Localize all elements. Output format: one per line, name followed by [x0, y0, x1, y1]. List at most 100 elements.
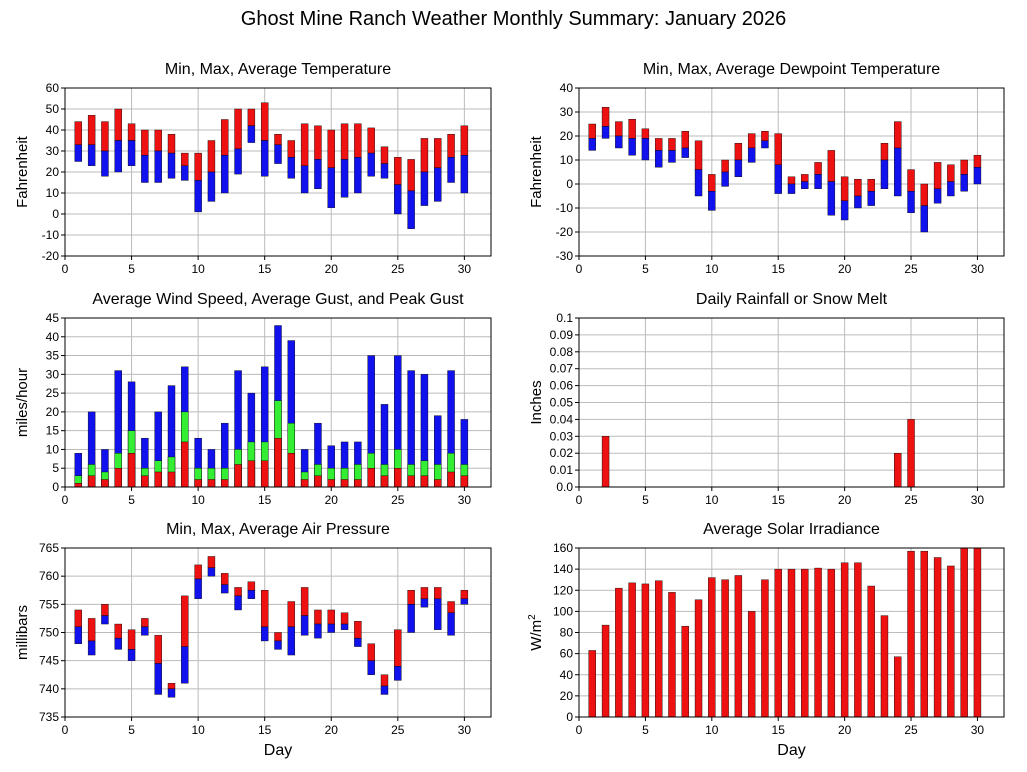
- bar-max-day-16: [274, 133, 282, 145]
- bar-max-day-18: [814, 162, 822, 175]
- y-tick-label: 30: [46, 144, 60, 158]
- bar-day-25: [907, 419, 915, 488]
- x-tick-label: 15: [258, 493, 272, 507]
- x-tick-label: 10: [705, 493, 719, 507]
- chart-title: Min, Max, Average Temperature: [165, 61, 391, 78]
- bar-max-day-27: [420, 138, 429, 173]
- bar-max-day-22: [867, 178, 875, 192]
- bar-max-day-24: [894, 121, 902, 149]
- bar-day-17: [801, 568, 809, 718]
- bar-min-day-11: [207, 567, 216, 577]
- bar-min-day-24: [380, 163, 389, 179]
- bar-day-30: [973, 547, 982, 718]
- y-tick-label: -10: [556, 201, 574, 215]
- x-tick-label: 10: [705, 262, 719, 276]
- y-tick-label: -20: [42, 249, 60, 263]
- bar-min-day-16: [274, 144, 282, 164]
- x-tick-label: 5: [128, 262, 135, 276]
- bar-min-day-28: [947, 181, 955, 197]
- bar-min-day-20: [840, 200, 849, 221]
- bar-min-day-22: [354, 157, 362, 194]
- bar-min-day-19: [314, 159, 322, 189]
- x-tick-label: 5: [642, 262, 649, 276]
- y-tick-label: 0: [566, 710, 573, 724]
- bar-max-day-12: [734, 142, 743, 161]
- bar-min-day-26: [407, 190, 415, 229]
- y-axis-label-text: millibars: [14, 605, 31, 660]
- y-tick-label: 120: [553, 583, 573, 597]
- x-tick-label: 30: [971, 723, 985, 737]
- bar-min-day-21: [340, 623, 349, 630]
- bar-max-day-24: [380, 146, 389, 164]
- y-axis-label: W/m2: [527, 614, 545, 651]
- bar-avg-wind-day-25: [394, 468, 402, 488]
- y-tick-label: 10: [46, 186, 60, 200]
- bar-avg-wind-day-11: [207, 479, 216, 488]
- bar-day-3: [615, 587, 623, 718]
- bar-avg-wind-day-27: [420, 475, 429, 488]
- y-tick-label: 0: [52, 480, 59, 494]
- bar-min-day-27: [420, 171, 429, 206]
- bar-min-day-9: [181, 646, 189, 684]
- bar-day-24: [894, 453, 902, 488]
- x-tick-label: 20: [325, 723, 339, 737]
- y-tick-label: 0.03: [550, 429, 574, 443]
- y-tick-label: 760: [39, 569, 59, 583]
- bar-day-22: [867, 585, 875, 718]
- bar-max-day-3: [101, 121, 109, 152]
- bar-min-day-19: [827, 181, 836, 216]
- x-tick-label: 30: [971, 262, 985, 276]
- chart-rainfall: 0.0 0.01 0.02 0.03 0.04 0.05 0.06 0.07 0.08 0.09 0…: [528, 291, 1005, 507]
- x-tick-label: 25: [391, 723, 405, 737]
- bar-min-day-5: [127, 649, 136, 661]
- bar-min-day-1: [588, 138, 596, 151]
- y-tick-label: 0.08: [550, 345, 574, 359]
- bar-min-day-5: [127, 140, 136, 166]
- x-tick-label: 15: [258, 723, 272, 737]
- y-tick-label: 735: [39, 710, 59, 724]
- y-tick-label: 40: [560, 81, 574, 95]
- bar-min-day-14: [247, 125, 256, 143]
- bar-max-day-15: [774, 133, 782, 166]
- bar-day-10: [708, 577, 716, 718]
- bar-max-day-14: [761, 130, 769, 141]
- bar-max-day-1: [74, 609, 83, 628]
- bar-min-day-13: [747, 147, 756, 163]
- bar-max-day-9: [694, 140, 703, 170]
- bar-avg-wind-day-2: [87, 475, 96, 488]
- bar-min-day-24: [894, 147, 902, 197]
- bar-max-day-12: [221, 573, 229, 585]
- bar-day-13: [747, 611, 756, 718]
- bar-max-day-11: [207, 556, 216, 568]
- y-tick-label: 5: [52, 461, 59, 475]
- x-tick-label: 5: [128, 723, 135, 737]
- x-tick-label: 20: [838, 493, 852, 507]
- x-tick-label: 10: [191, 262, 205, 276]
- x-tick-label: 15: [772, 493, 786, 507]
- bar-max-day-10: [194, 152, 202, 181]
- bar-min-day-30: [973, 166, 982, 185]
- bar-day-26: [920, 550, 929, 718]
- bar-max-day-6: [141, 618, 149, 628]
- bar-max-day-26: [407, 590, 415, 605]
- y-tick-label: 25: [46, 386, 60, 400]
- bar-max-day-2: [87, 618, 96, 642]
- bar-day-16: [787, 568, 796, 718]
- bar-max-day-29: [447, 601, 455, 613]
- bar-min-day-30: [460, 154, 469, 194]
- x-tick-label: 20: [838, 262, 852, 276]
- bar-max-day-16: [787, 176, 796, 185]
- y-tick-label: 20: [560, 689, 574, 703]
- x-tick-label: 0: [62, 723, 69, 737]
- bar-day-18: [814, 567, 822, 718]
- bar-min-day-4: [114, 140, 122, 173]
- bar-max-day-23: [367, 127, 375, 154]
- bar-max-day-6: [141, 129, 149, 156]
- bar-day-19: [827, 568, 836, 718]
- bar-max-day-5: [641, 128, 650, 139]
- bar-max-day-25: [394, 157, 402, 185]
- bar-max-day-8: [681, 130, 689, 149]
- bar-min-day-4: [628, 138, 636, 156]
- y-tick-label: 0.05: [550, 396, 574, 410]
